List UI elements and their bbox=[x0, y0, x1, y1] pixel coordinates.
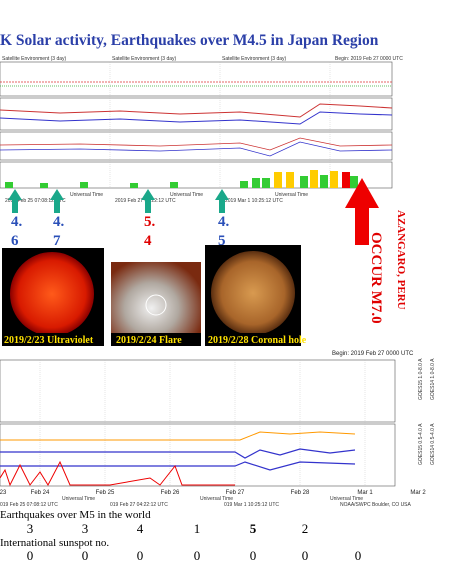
panel bbox=[0, 97, 393, 131]
row-label: Earthquakes over M5 in the world bbox=[0, 509, 151, 521]
axis-label: Universal Time bbox=[330, 496, 363, 502]
green-arrow bbox=[215, 189, 229, 200]
begin-label: Begin: 2019 Feb 27 0000 UTC bbox=[332, 351, 414, 357]
axis-label: Universal Time bbox=[70, 192, 103, 198]
magnitude: 7 bbox=[53, 233, 61, 249]
panel bbox=[0, 61, 393, 97]
top-chart bbox=[0, 61, 393, 189]
x-tick-label: Feb 24 bbox=[31, 490, 50, 496]
magnitude: 4 bbox=[144, 233, 152, 249]
photos bbox=[2, 245, 301, 346]
panel bbox=[0, 131, 393, 161]
magnitude: 4. bbox=[11, 214, 23, 230]
photo-caption: 2019/2/24 Flare bbox=[116, 335, 182, 346]
panel bbox=[0, 359, 396, 423]
green-arrow-shaft bbox=[145, 199, 151, 213]
green-arrow bbox=[8, 189, 22, 200]
footer-label: 019 Feb 25 07:08:12 UTC bbox=[0, 502, 58, 508]
green-arrow bbox=[50, 189, 64, 200]
sunspot-count: 0 bbox=[27, 548, 34, 563]
footer-label: 019 Feb 27 04:22:12 UTC bbox=[110, 502, 168, 508]
footer-label: 2019 Feb 25 07:08:12 UTC bbox=[5, 198, 66, 204]
begin-label: Begin: 2019 Feb 27 0000 UTC bbox=[335, 56, 403, 62]
title: K Solar activity, Earthquakes over M4.5 … bbox=[0, 32, 379, 49]
side-label: GOES15 1.0-8.0 A bbox=[418, 358, 424, 400]
x-tick-label: 23 bbox=[0, 490, 7, 496]
magnitude: 4. bbox=[53, 214, 65, 230]
earthquake-count: 3 bbox=[82, 521, 89, 536]
m7-arrow bbox=[345, 178, 379, 245]
x-tick-label: Mar 2 bbox=[410, 490, 426, 496]
magnitude: 5 bbox=[218, 233, 226, 249]
footer-label: 2019 Mar 1 10:25:12 UTC bbox=[225, 198, 283, 204]
photo-caption: 2019/2/23 Ultraviolet bbox=[4, 335, 94, 346]
side-label: GOES14 0.5-4.0 A bbox=[430, 423, 436, 465]
footer-label: 019 Mar 1 10:25:12 UTC bbox=[224, 502, 279, 508]
magnitude: 6 bbox=[11, 233, 19, 249]
x-tick-label: Feb 28 bbox=[291, 490, 310, 496]
green-arrow-shaft bbox=[54, 199, 60, 213]
axis-label: Universal Time bbox=[62, 496, 95, 502]
x-tick-label: Feb 27 bbox=[226, 490, 245, 496]
earthquake-count: 5 bbox=[250, 521, 257, 536]
side-label: GOES14 1.0-8.0 A bbox=[430, 358, 436, 400]
sunspot-count: 0 bbox=[250, 548, 257, 563]
x-tick-label: Feb 26 bbox=[161, 490, 180, 496]
sunspot-count: 0 bbox=[302, 548, 309, 563]
panel-label: Satellite Environment (3 day) bbox=[2, 56, 67, 62]
panel-label: Satellite Environment (3 day) bbox=[112, 56, 177, 62]
green-arrow-shaft bbox=[12, 199, 18, 213]
x-tick-label: Feb 25 bbox=[96, 490, 115, 496]
earthquake-count: 2 bbox=[302, 521, 309, 536]
photo-caption: 2019/2/28 Coronal hole bbox=[208, 335, 307, 346]
earthquake-count: 4 bbox=[137, 521, 144, 536]
earthquake-count: 1 bbox=[194, 521, 201, 536]
axis-label: Universal Time bbox=[275, 192, 308, 198]
sunspot-count: 0 bbox=[194, 548, 201, 563]
credit: NOAA/SWPC Boulder, CO USA bbox=[340, 502, 412, 508]
green-arrow bbox=[141, 189, 155, 200]
side-label: GOES15 0.5-4.0 A bbox=[418, 423, 424, 465]
magnitude: 4. bbox=[218, 214, 230, 230]
axis-label: Universal Time bbox=[170, 192, 203, 198]
axis-label: Universal Time bbox=[200, 496, 233, 502]
earthquake-count: 3 bbox=[27, 521, 34, 536]
x-tick-label: Mar 1 bbox=[357, 490, 373, 496]
sunspot-count: 0 bbox=[137, 548, 144, 563]
panel-label: Satellite Environment (3 day) bbox=[222, 56, 287, 62]
green-arrow-shaft bbox=[219, 199, 225, 213]
row-label: International sunspot no. bbox=[0, 537, 109, 549]
event-place: AZANGARO, PERU bbox=[395, 210, 407, 310]
sunspot-count: 0 bbox=[82, 548, 89, 563]
magnitude: 5. bbox=[144, 214, 156, 230]
bottom-chart bbox=[0, 359, 396, 487]
event-text: OCCUR M7.0 bbox=[368, 232, 384, 324]
sunspot-count: 0 bbox=[355, 548, 362, 563]
